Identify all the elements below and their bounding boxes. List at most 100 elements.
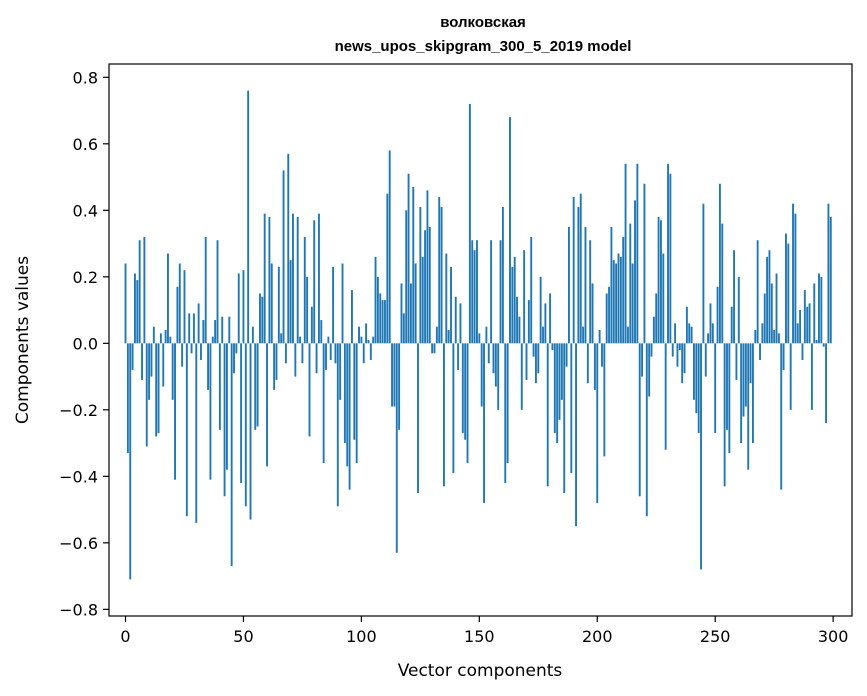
bar-176 <box>539 276 542 344</box>
bar-274 <box>770 283 773 344</box>
bar-44 <box>228 316 231 344</box>
bar-89 <box>334 343 337 364</box>
bar-163 <box>509 117 511 344</box>
bar-171 <box>527 300 530 344</box>
x-tick-label: 300 <box>818 627 849 646</box>
chart-title: волковская <box>440 14 526 31</box>
bar-11 <box>150 343 153 377</box>
bar-224 <box>652 316 655 344</box>
bar-284 <box>794 213 797 344</box>
bar-208 <box>615 263 618 344</box>
bar-190 <box>572 197 575 344</box>
bar-173 <box>532 343 535 357</box>
bar-201 <box>598 330 601 344</box>
bar-193 <box>579 193 582 344</box>
bar-57 <box>259 293 261 344</box>
bar-46 <box>233 343 235 374</box>
bar-295 <box>820 276 823 344</box>
bar-277 <box>777 333 780 344</box>
bars-group <box>124 90 832 580</box>
bar-52 <box>247 90 250 344</box>
bar-17 <box>164 330 167 344</box>
bar-58 <box>261 296 264 344</box>
bar-147 <box>471 240 474 344</box>
bar-45 <box>230 343 233 567</box>
bar-218 <box>638 343 641 497</box>
bar-26 <box>185 343 188 517</box>
bar-160 <box>501 206 504 344</box>
bar-137 <box>447 330 450 344</box>
bar-104 <box>369 343 372 360</box>
bar-130 <box>431 343 434 354</box>
bar-281 <box>787 243 790 344</box>
bar-20 <box>171 343 174 400</box>
bar-6 <box>138 240 141 344</box>
bar-293 <box>815 340 818 344</box>
bar-114 <box>393 343 396 407</box>
bar-154 <box>487 343 490 364</box>
bar-268 <box>756 240 759 344</box>
bar-133 <box>438 197 441 344</box>
x-tick-label: 150 <box>464 627 495 646</box>
bar-103 <box>367 340 370 344</box>
bar-199 <box>593 343 596 390</box>
bar-290 <box>808 303 811 344</box>
bar-122 <box>412 187 415 344</box>
bar-289 <box>806 306 809 344</box>
bar-56 <box>256 343 259 427</box>
bar-237 <box>683 343 686 374</box>
bar-269 <box>759 343 761 360</box>
bar-260 <box>737 276 740 344</box>
bar-161 <box>504 343 507 483</box>
bar-21 <box>174 343 176 480</box>
bar-10 <box>148 343 151 400</box>
bar-194 <box>582 326 585 344</box>
bar-182 <box>553 343 556 434</box>
y-tick-label: 0.0 <box>73 334 98 353</box>
bar-38 <box>214 320 217 344</box>
bar-54 <box>251 326 254 344</box>
bar-228 <box>662 253 665 344</box>
bar-248 <box>709 303 712 344</box>
bar-9 <box>145 343 148 447</box>
bar-276 <box>775 273 778 344</box>
bar-71 <box>292 213 294 344</box>
bar-93 <box>343 343 346 444</box>
bar-142 <box>459 303 462 344</box>
bar-48 <box>237 273 240 344</box>
bar-249 <box>711 323 714 344</box>
bar-0 <box>124 263 127 344</box>
bar-247 <box>707 333 710 344</box>
x-tick-label: 100 <box>346 627 377 646</box>
bar-175 <box>537 343 540 374</box>
bar-256 <box>728 343 731 454</box>
bar-217 <box>636 163 639 344</box>
bar-64 <box>275 343 278 380</box>
bar-19 <box>169 336 172 344</box>
bar-272 <box>766 256 769 344</box>
bar-232 <box>671 343 674 357</box>
y-tick-label: −0.2 <box>59 401 98 420</box>
bar-49 <box>240 343 243 483</box>
bar-36 <box>209 343 212 480</box>
bar-230 <box>667 163 669 344</box>
bar-53 <box>249 343 252 520</box>
bar-82 <box>317 213 320 344</box>
bar-271 <box>763 293 766 344</box>
y-tick-label: 0.2 <box>73 268 98 287</box>
bar-158 <box>497 343 500 410</box>
bar-229 <box>664 343 667 450</box>
bar-78 <box>308 343 311 437</box>
bar-297 <box>825 343 827 424</box>
bar-118 <box>402 313 405 344</box>
bar-206 <box>610 226 613 344</box>
bar-187 <box>565 343 568 367</box>
bar-240 <box>690 326 693 344</box>
bar-108 <box>379 293 382 344</box>
bar-92 <box>341 263 344 344</box>
bar-100 <box>360 336 363 344</box>
bar-252 <box>718 183 721 344</box>
x-axis-label: Vector components <box>398 661 563 681</box>
bar-63 <box>273 343 276 390</box>
bar-254 <box>723 343 726 487</box>
